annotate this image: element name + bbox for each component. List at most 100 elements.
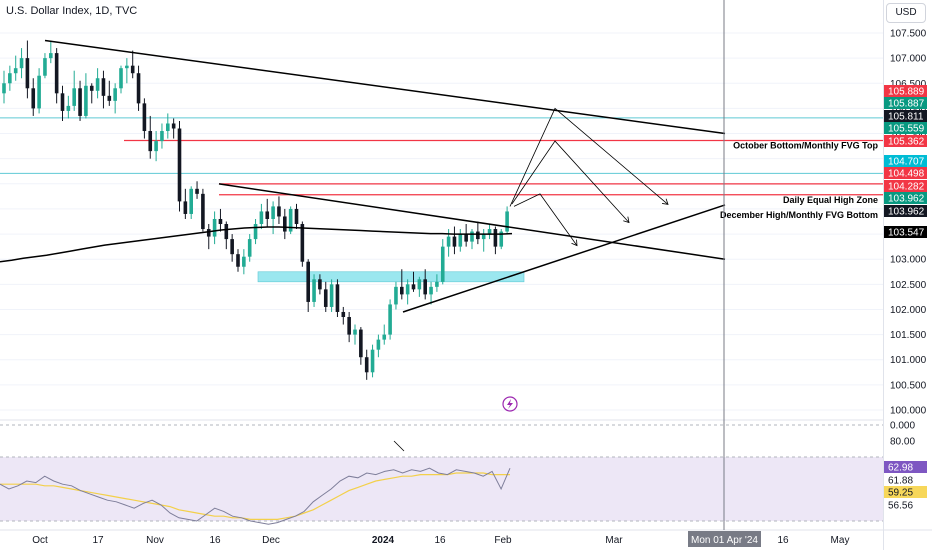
time-tick-label: 16	[777, 535, 789, 546]
grid	[0, 32, 883, 411]
price-badge-label: 103.962	[888, 207, 925, 218]
candle-body	[411, 284, 416, 290]
rsi-badge: 61.88	[888, 476, 913, 487]
rsi-badge-label: 61.88	[888, 476, 913, 487]
candle-body	[505, 211, 509, 232]
candle-body	[476, 231, 480, 240]
candle-body	[177, 128, 182, 202]
candle-body	[312, 279, 316, 302]
candle-body	[265, 211, 270, 219]
price-tick-label: 105.500	[890, 129, 927, 140]
candle-body	[25, 58, 30, 89]
candle-body	[353, 329, 357, 335]
price-badge-label: 104.498	[888, 169, 925, 180]
candle-body	[435, 281, 439, 287]
candle-body	[101, 78, 106, 96]
price-tick-label: 102.000	[890, 305, 927, 316]
candle-body	[89, 85, 94, 91]
price-badge-label: 103.962	[888, 194, 925, 205]
rsi-badge-label: 56.56	[888, 501, 913, 512]
rsi-tick-label: 0.000	[890, 421, 915, 432]
price-badge-bg	[884, 205, 927, 217]
candle-body	[294, 208, 299, 225]
time-tick-label: May	[831, 535, 850, 546]
candle-body	[142, 103, 147, 132]
rsi-badge-bg	[884, 486, 927, 498]
rsi-badge-label: 62.98	[888, 463, 913, 474]
candle-body	[218, 218, 223, 225]
price-badge-label: 105.889	[888, 87, 925, 98]
projection-path	[511, 140, 630, 223]
lightning-icon	[502, 396, 518, 412]
projection-arrowhead	[662, 198, 669, 205]
candle-body	[95, 78, 100, 91]
price-badge: 104.282	[884, 180, 927, 193]
price-badge-label: 105.559	[888, 124, 925, 135]
candle-body	[160, 131, 164, 142]
candle-body	[253, 224, 258, 240]
candle-body	[329, 284, 334, 307]
price-tick-label: 101.000	[890, 355, 927, 366]
uptrend-line	[402, 204, 726, 313]
annotation-label: October Bottom/Monthly FVG Top	[733, 140, 878, 150]
candle-body	[13, 68, 18, 74]
candle-body	[382, 334, 387, 340]
candle-body	[499, 231, 504, 247]
time-tick-label: 16	[209, 535, 221, 546]
price-badge-label: 105.362	[888, 137, 925, 148]
projection-arrowhead	[571, 239, 578, 247]
price-tick-label: 101.500	[890, 330, 927, 341]
rsi-badge: 59.25	[884, 486, 927, 499]
candle-body	[288, 208, 293, 232]
price-badge-bg	[884, 97, 927, 109]
candle-body	[171, 123, 176, 129]
candle-body	[376, 339, 381, 350]
candle-body	[481, 234, 486, 240]
price-badge-bg	[884, 155, 927, 167]
candle-body	[113, 88, 117, 101]
price-badge: 104.498	[884, 167, 927, 180]
time-tick-label: 16	[434, 535, 446, 546]
price-badge: 105.889	[884, 85, 927, 98]
candle-body	[458, 234, 463, 247]
candle-body	[423, 279, 427, 295]
price-tick-label: 100.000	[890, 406, 927, 417]
candle-body	[464, 234, 468, 242]
candle-body	[446, 236, 451, 247]
minor-downtrend-line	[218, 183, 726, 260]
trend-drawings	[44, 39, 726, 313]
candle-body	[130, 65, 135, 74]
candle-body	[259, 211, 264, 225]
price-axis-separator	[883, 0, 884, 550]
rsi-badge: 62.98	[884, 461, 927, 474]
price-badge-bg	[884, 135, 927, 147]
candle-body	[417, 279, 422, 290]
rsi-band	[0, 457, 883, 521]
currency-button[interactable]: USD	[886, 3, 926, 23]
candle-body	[359, 329, 363, 358]
time-tick-label: Mar	[605, 535, 623, 546]
annotations: October Bottom/Monthly FVG Top Daily Equa…	[502, 140, 878, 412]
price-tick-label: 102.500	[890, 280, 927, 291]
time-tick-label: Nov	[146, 535, 164, 546]
candle-body	[78, 88, 82, 116]
candle-body	[335, 284, 340, 312]
candle-body	[166, 123, 170, 132]
candle-body	[487, 229, 492, 235]
price-tick-label: 100.500	[890, 380, 927, 391]
price-badge-label: 103.547	[888, 228, 925, 239]
price-badge-label: 105.887	[888, 99, 925, 110]
rsi-tick-label: 80.00	[890, 437, 915, 448]
price-badge: 105.559	[884, 122, 927, 135]
candle-body	[125, 65, 129, 69]
candle-body	[201, 193, 205, 230]
time-tick-label: Oct	[32, 535, 48, 546]
level-lines	[0, 117, 883, 283]
annotation-label: December High/Monthly FVG Bottom	[720, 210, 878, 220]
ma-200-line	[0, 226, 513, 263]
candle-body	[388, 304, 392, 335]
candle-body	[271, 206, 275, 219]
candle-body	[212, 218, 217, 237]
candle-body	[107, 95, 112, 101]
